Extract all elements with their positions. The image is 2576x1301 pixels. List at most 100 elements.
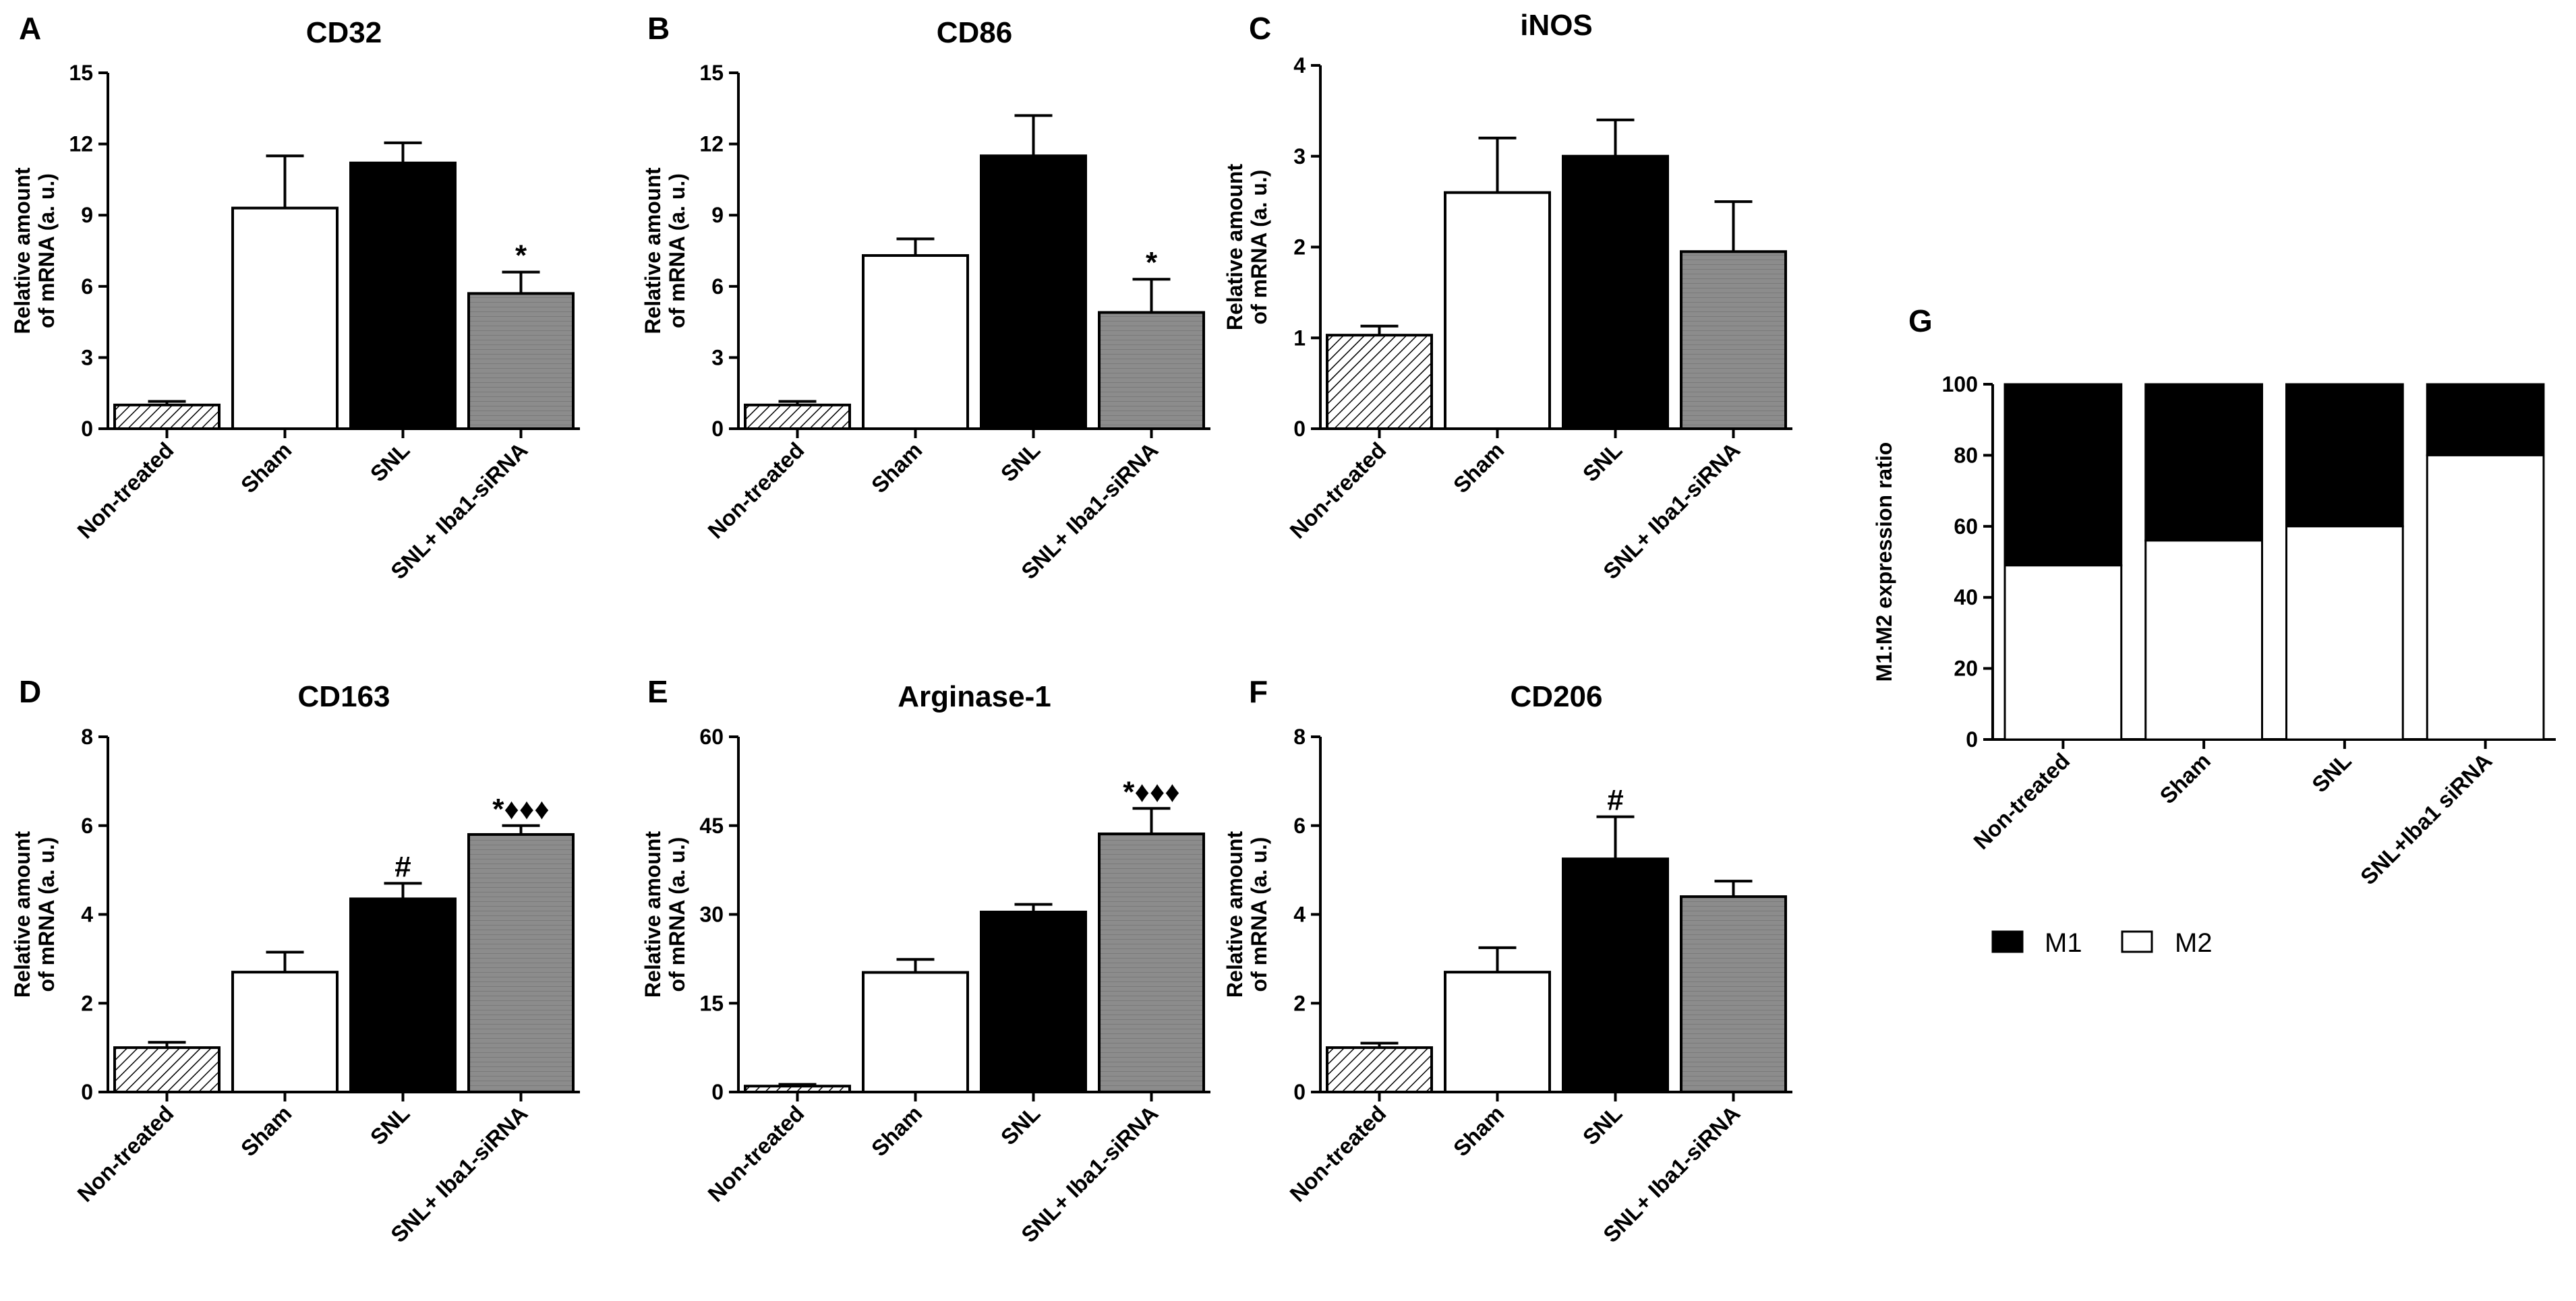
y-tick-label: 12 <box>699 132 724 156</box>
significance-label: *♦♦♦ <box>492 793 549 826</box>
panel-letter: G <box>1908 303 1933 338</box>
bar-snl <box>1562 857 1669 1093</box>
x-tick-label: Sham <box>236 437 297 498</box>
x-tick-label: SNL+Iba1 siRNA <box>2355 748 2497 890</box>
y-axis-label-line: of mRNA (a. u.) <box>34 837 59 992</box>
bar-m2-non-treated <box>2003 564 2123 741</box>
bar-sham <box>231 971 339 1093</box>
panel-letter: F <box>1249 674 1268 709</box>
y-axis-label: Relative amountof mRNA (a. u.) <box>10 831 59 998</box>
y-tick-label: 3 <box>1293 144 1306 169</box>
y-tick-label: 9 <box>711 203 724 227</box>
panel-letter: E <box>647 674 668 709</box>
x-tick-label: SNL <box>1578 437 1627 487</box>
y-tick-label: 8 <box>1293 725 1306 749</box>
y-tick-label: 2 <box>1293 991 1306 1015</box>
bar-non-treated <box>1326 1046 1433 1093</box>
y-tick-label: 0 <box>81 417 93 441</box>
y-tick-label: 0 <box>711 1080 724 1104</box>
y-tick-label: 15 <box>699 991 724 1015</box>
y-tick-label: 8 <box>81 725 93 749</box>
bar-sham <box>862 254 969 430</box>
bar-non-treated <box>113 403 221 430</box>
y-axis-label-line: of mRNA (a. u.) <box>34 173 59 328</box>
y-tick-label: 2 <box>81 991 93 1015</box>
y-axis-label: Relative amountof mRNA (a. u.) <box>1223 164 1271 331</box>
y-axis-label-line: Relative amount <box>1223 164 1247 331</box>
y-tick-label: 6 <box>1293 814 1306 838</box>
bar-non-treated <box>744 1085 851 1094</box>
y-axis-label-line: M1:M2 expression ratio <box>1872 442 1896 682</box>
bar-m2-snl <box>2285 525 2404 741</box>
y-tick-label: 45 <box>699 814 724 838</box>
chart-e: E Arginase-1 Relative amountof mRNA (a. u.… <box>641 674 1210 1247</box>
x-tick-label: Sham <box>1448 1101 1509 1161</box>
significance-label: * <box>1146 246 1158 279</box>
significance-label: * <box>515 239 527 272</box>
legend-swatch-m2 <box>2121 930 2153 953</box>
y-axis-label-line: Relative amount <box>10 167 34 334</box>
y-tick-label: 4 <box>1293 903 1306 927</box>
bar-sham <box>862 971 969 1093</box>
x-tick-label: Sham <box>2155 748 2215 809</box>
y-axis-label: Relative amountof mRNA (a. u.) <box>641 167 689 334</box>
significance-label: *♦♦♦ <box>1123 775 1179 808</box>
chart-b: B CD86 Relative amountof mRNA (a. u.) 0 3 6 9 1… <box>641 11 1210 584</box>
y-tick-label: 30 <box>699 903 724 927</box>
bar-snl-iba1-sirna <box>1680 895 1787 1094</box>
y-axis-label: Relative amountof mRNA (a. u.) <box>1223 831 1271 998</box>
bar-snl <box>349 897 457 1093</box>
chart-title: CD86 <box>937 16 1013 49</box>
chart-title: CD32 <box>306 16 382 49</box>
legend-g: M1 M2 <box>1991 928 2213 958</box>
bar-snl <box>980 154 1087 430</box>
y-tick-label: 1 <box>1293 326 1306 350</box>
bar-m1-non-treated <box>2003 383 2123 567</box>
panel-letter: B <box>647 11 670 46</box>
chart-g: G M1:M2 expression ratio 0 20 40 60 80 100 Non-t… <box>1872 303 2556 889</box>
bar-sham <box>1444 191 1551 430</box>
y-tick-label: 6 <box>711 274 724 299</box>
chart-d: D CD163 Relative amountof mRNA (a. u.) 0 2 4 6… <box>10 674 580 1247</box>
bar-snl-iba1-sirna <box>467 292 575 430</box>
y-tick-label: 0 <box>711 417 724 441</box>
y-tick-label: 3 <box>81 345 93 369</box>
bar-snl <box>349 161 457 430</box>
x-tick-label: Non-treated <box>703 1101 809 1207</box>
x-tick-label: Non-treated <box>1285 437 1391 543</box>
y-tick-label: 60 <box>1954 514 1978 539</box>
y-tick-label: 12 <box>69 132 93 156</box>
y-axis-label: M1:M2 expression ratio <box>1872 442 1896 682</box>
y-tick-label: 15 <box>69 61 93 85</box>
x-tick-label: Non-treated <box>1285 1101 1391 1207</box>
y-tick-label: 2 <box>1293 235 1306 260</box>
panel-letter: D <box>19 674 41 709</box>
x-tick-label: Non-treated <box>703 437 809 543</box>
y-tick-label: 0 <box>1293 417 1306 441</box>
chart-f: F CD206 Relative amountof mRNA (a. u.) 0 2 4 6… <box>1223 674 1792 1247</box>
chart-title: Arginase-1 <box>898 680 1051 713</box>
x-tick-label: Sham <box>867 1101 927 1161</box>
y-axis-label-line: of mRNA (a. u.) <box>665 173 689 328</box>
bar-snl <box>1562 154 1669 430</box>
panel-letter: C <box>1249 11 1271 46</box>
bar-non-treated <box>1326 334 1433 430</box>
y-axis-label-line: of mRNA (a. u.) <box>1247 837 1271 992</box>
x-tick-label: Non-treated <box>1968 748 2074 854</box>
bar-m1-snl-iba1-sirna <box>2426 383 2545 456</box>
bar-non-treated <box>744 403 851 430</box>
bar-snl-iba1-sirna <box>1098 833 1205 1093</box>
y-axis-label-line: Relative amount <box>1223 831 1247 998</box>
x-tick-label: Sham <box>236 1101 297 1161</box>
x-tick-label: SNL <box>996 1101 1045 1150</box>
x-tick-label: Sham <box>1448 437 1509 498</box>
bar-m1-snl <box>2285 383 2404 528</box>
x-tick-label: SNL <box>1578 1101 1627 1150</box>
bar-sham <box>1444 971 1551 1093</box>
bar-sham <box>231 206 339 430</box>
y-tick-label: 3 <box>711 345 724 369</box>
x-tick-label: SNL <box>996 437 1045 487</box>
bar-non-treated <box>113 1046 221 1093</box>
